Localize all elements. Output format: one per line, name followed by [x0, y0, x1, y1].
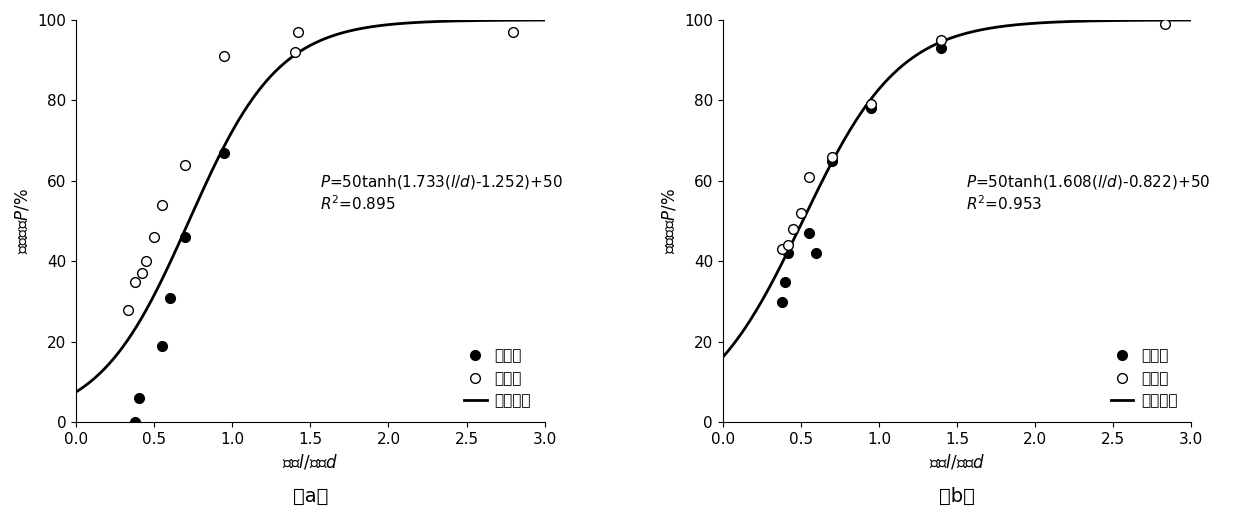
Point — [862, 104, 882, 112]
Y-axis label: 连通概率$\mathit{P}$/%: 连通概率$\mathit{P}$/% — [661, 188, 678, 254]
Point — [822, 153, 842, 161]
Text: $\mathit{P}$=50tanh(1.608($\mathit{l}$/$\mathit{d}$)-0.822)+50
$R^2$=0.953: $\mathit{P}$=50tanh(1.608($\mathit{l}$/$… — [966, 173, 1210, 213]
Point — [129, 394, 149, 402]
Point — [799, 229, 818, 238]
Point — [775, 277, 795, 286]
Point — [118, 306, 138, 314]
Point — [931, 44, 951, 52]
Point — [779, 249, 799, 258]
Point — [779, 241, 799, 250]
Point — [773, 297, 792, 306]
X-axis label: 迹长$\mathit{l}$/间距$\mathit{d}$: 迹长$\mathit{l}$/间距$\mathit{d}$ — [283, 452, 339, 472]
Point — [125, 277, 145, 286]
Legend: 平行流, 辐射流, 拟合结果: 平行流, 辐射流, 拟合结果 — [458, 342, 537, 415]
Legend: 平行流, 辐射流, 拟合结果: 平行流, 辐射流, 拟合结果 — [1105, 342, 1184, 415]
Text: （a）: （a） — [293, 487, 329, 506]
Point — [773, 245, 792, 253]
Point — [806, 249, 826, 258]
Point — [153, 201, 172, 209]
Point — [153, 342, 172, 350]
Point — [125, 418, 145, 427]
Point — [862, 100, 882, 109]
Point — [288, 28, 308, 36]
Point — [1154, 20, 1174, 28]
Point — [136, 257, 156, 266]
Text: （b）: （b） — [939, 487, 975, 506]
Point — [799, 173, 818, 181]
Point — [822, 156, 842, 165]
Point — [215, 52, 234, 60]
Point — [215, 148, 234, 157]
Point — [931, 36, 951, 44]
Point — [285, 48, 305, 56]
Point — [144, 233, 164, 241]
Y-axis label: 连通概率$\mathit{P}$/%: 连通概率$\mathit{P}$/% — [14, 188, 32, 254]
X-axis label: 迹长$\mathit{l}$/间距$\mathit{d}$: 迹长$\mathit{l}$/间距$\mathit{d}$ — [929, 452, 986, 472]
Point — [131, 269, 151, 278]
Point — [176, 233, 196, 241]
Point — [176, 161, 196, 169]
Point — [160, 294, 180, 302]
Point — [503, 28, 523, 36]
Text: $\mathit{P}$=50tanh(1.733($\mathit{l}$/$\mathit{d}$)-1.252)+50
$R^2$=0.895: $\mathit{P}$=50tanh(1.733($\mathit{l}$/$… — [320, 173, 563, 213]
Point — [791, 209, 811, 218]
Point — [784, 225, 804, 233]
